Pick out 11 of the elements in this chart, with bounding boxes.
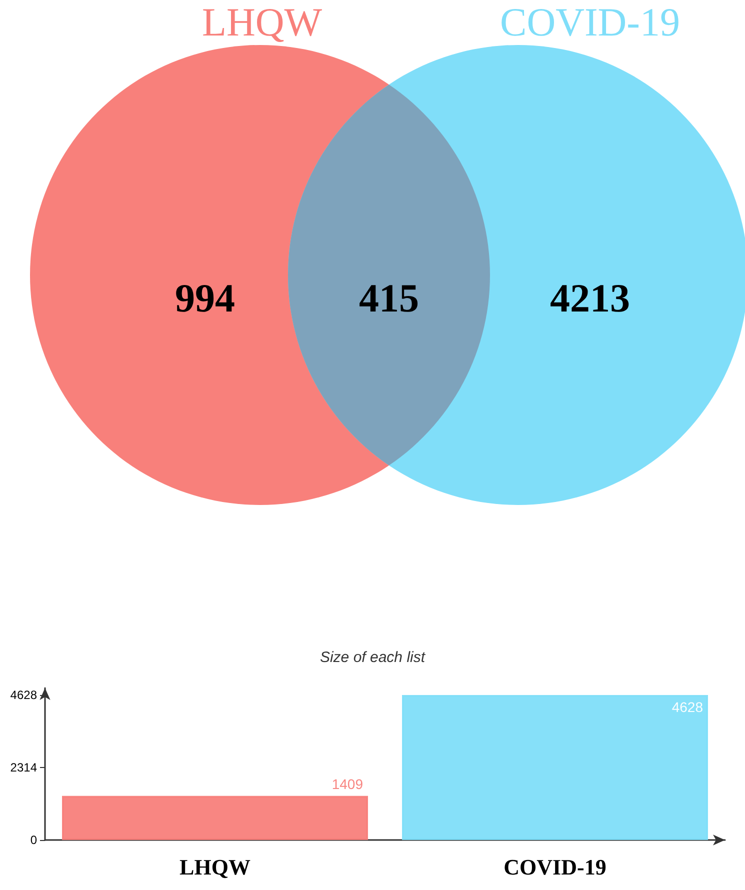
y-tick-label: 0 xyxy=(30,833,38,847)
y-tick-label: 2314 xyxy=(10,760,38,774)
text: COVID-19 xyxy=(500,0,680,44)
y-tick-label: 4628 xyxy=(10,688,38,702)
chart-title: Size of each list xyxy=(320,649,426,666)
data-label: 4213 xyxy=(550,276,630,320)
data-label: 415 xyxy=(359,276,419,320)
data-label: 994 xyxy=(175,276,235,320)
data-label: 1409 xyxy=(332,776,364,792)
data-label: 4628 xyxy=(672,698,704,715)
text: LHQW xyxy=(202,0,322,44)
